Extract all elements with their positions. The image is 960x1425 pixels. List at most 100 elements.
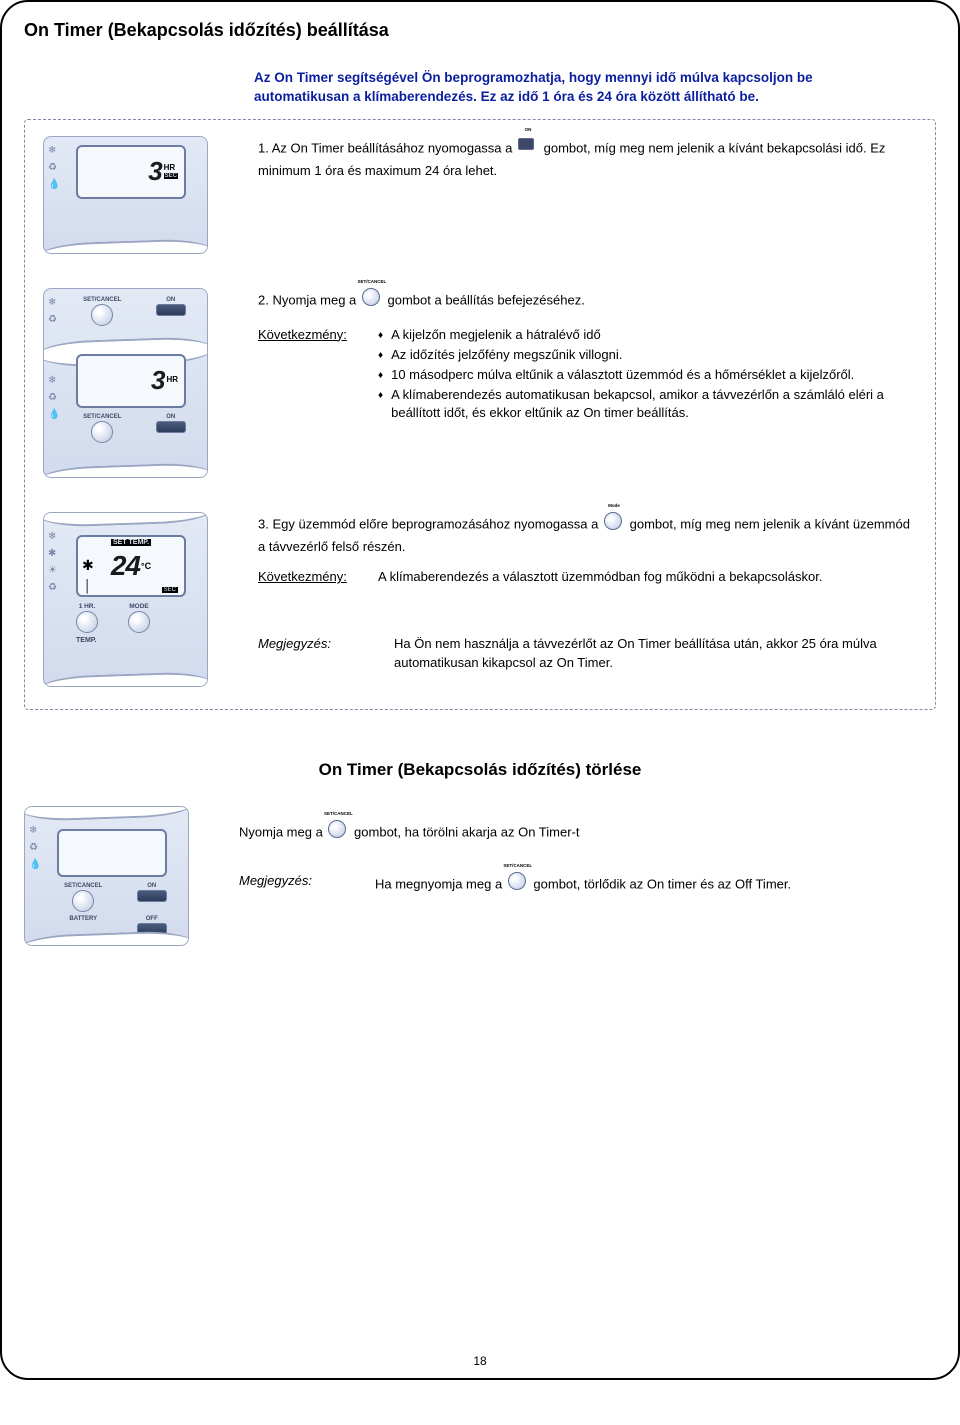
diamond-icon: ♦ [378,366,383,385]
deg-label: °C [141,561,151,571]
sec2-a: Nyomja meg a [239,824,326,839]
section2-text: Nyomja meg a SET/CANCEL gombot, ha töröl… [239,806,936,898]
square-button-icon [518,138,534,150]
step-3-text: 3. Egy üzemmód előre beprogramozásához n… [258,512,917,673]
lbl-1hr: 1 HR. [79,603,96,610]
consequence-list: ♦ A kijelzőn megjelenik a hátralévő idő ♦… [378,326,917,425]
unit-hr: HR [166,376,178,385]
bul4: A klímaberendezés automatikusan bekapcso… [391,386,917,424]
lcd-1: 3 HR SEC [76,145,186,199]
bul1: A kijelzőn megjelenik a hátralévő idő [391,326,601,345]
remote-mock-2: ❄ ♻ SET/CANCEL ON ❄ ♻ 💧 3 [43,288,208,478]
setcancel-button-inline-2: SET/CANCEL [508,872,528,898]
circle-button-icon [362,288,380,306]
diamond-icon: ♦ [378,346,383,365]
snow-icon: ❄ [48,297,57,308]
s1-a: Az On Timer beállításához nyomogassa a [272,140,516,155]
note-a: Ha megnyomja meg a [375,876,506,891]
s3-consequence: A klímaberendezés a választott üzemmódba… [378,568,917,587]
s2-b: gombot a beállítás befejezéséhez. [388,292,585,307]
step-2-row: ❄ ♻ SET/CANCEL ON ❄ ♻ 💧 3 [43,288,917,478]
note-row: Megjegyzés: Ha Ön nem használja a távvez… [258,635,917,673]
remote-col-3: ❄ ✱ ☀ ♻ SET TEMP. ✱ 24 °C SEC │ 1 HR [43,512,238,687]
on-button [156,304,186,316]
s3-a: Egy üzemmód előre beprogramozásához nyom… [272,516,602,531]
lcd-value: 3 [148,156,161,187]
step-1-text: 1. Az On Timer beállításához nyomogassa … [258,136,917,181]
snow-icon: ❄ [48,531,57,542]
sec-label: SEC [162,587,178,593]
recycle-icon: ♻ [29,842,41,853]
lcd-4 [57,829,167,877]
unit-hr: HR [164,164,178,173]
setcancel-button-inline: SET/CANCEL [328,820,348,846]
note-b: gombot, törlődik az On timer és az Off T… [533,876,791,891]
lcd-value: 24 [111,550,140,582]
diamond-icon: ♦ [378,386,383,424]
side-icons: ❄ ✱ ☀ ♻ [48,531,57,593]
lbl-setcancel: SET/CANCEL [64,883,102,889]
circle-button-icon [604,512,622,530]
on-button [137,890,167,902]
1hr-button [76,611,98,633]
sec2-note: Megjegyzés: Ha megnyomja meg a SET/CANCE… [239,872,936,898]
lbl-setcancel: SET/CANCEL [83,297,121,303]
btn-label-on: ON [525,127,532,134]
lbl-setcancel: SET/CANCEL [83,414,121,420]
unit-sec: SEC [164,173,178,180]
s2-num: 2. [258,292,269,307]
s3-num: 3. [258,516,269,531]
lcd-2: 3 HR [76,354,186,408]
btn-label-setcancel: SET/CANCEL [358,279,387,286]
sec2-note-text: Ha megnyomja meg a SET/CANCEL gombot, tö… [375,872,936,898]
remote-col-1: ❄ ♻ 💧 3 HR SEC [43,136,238,254]
consequence-block-3: Következmény: A klímaberendezés a válasz… [258,568,917,587]
note-text: Ha Ön nem használja a távvezérlőt az On … [394,635,917,673]
drop-icon: 💧 [48,179,60,190]
s2-a: Nyomja meg a [272,292,359,307]
lbl-off: OFF [146,916,158,922]
step-1-row: ❄ ♻ 💧 3 HR SEC 1. Az On Ti [43,136,917,254]
remote-col-2: ❄ ♻ SET/CANCEL ON ❄ ♻ 💧 3 [43,288,238,478]
intro-paragraph: Az On Timer segítségével Ön beprogramozh… [254,69,896,107]
wave-cut [43,462,208,478]
lbl-mode: MODE [129,603,149,610]
remote-mock-4: ❄ ♻ 💧 SET/CANCEL ON BATTERY OFF [24,806,189,946]
side-icons-2: ❄ ♻ 💧 [48,375,60,420]
recycle-icon: ♻ [48,162,60,173]
recycle-icon: ♻ [48,582,57,593]
recycle-icon: ♻ [48,314,57,325]
btn-label: SET/CANCEL [503,863,532,870]
step-2-text: 2. Nyomja meg a SET/CANCEL gombot a beál… [258,288,917,425]
wave-cut [24,930,189,946]
note-label: Megjegyzés: [258,635,378,673]
recycle-icon: ♻ [48,392,60,403]
remote-mock-1: ❄ ♻ 💧 3 HR SEC [43,136,208,254]
lbl-battery: BATTERY [69,916,97,922]
setcancel-button [91,421,113,443]
wave-cut [43,512,208,528]
remote-mock-3: ❄ ✱ ☀ ♻ SET TEMP. ✱ 24 °C SEC │ 1 HR [43,512,208,687]
s1-num: 1. [258,140,269,155]
asterisk-in-lcd: ✱ [82,557,94,574]
circle-button-icon [508,872,526,890]
instructions-box: ❄ ♻ 💧 3 HR SEC 1. Az On Ti [24,119,936,710]
settemp-label: SET TEMP. [111,539,151,546]
lower-buttons: 1 HR. MODE [76,603,197,633]
circle-button-icon [328,820,346,838]
consequence-label: Következmény: [258,326,378,425]
lbl-on: ON [147,883,156,889]
drop-icon: 💧 [48,409,60,420]
snow-icon: ❄ [48,375,60,386]
step-3-row: ❄ ✱ ☀ ♻ SET TEMP. ✱ 24 °C SEC │ 1 HR [43,512,917,687]
section2-row: ❄ ♻ 💧 SET/CANCEL ON BATTERY OFF [24,806,936,946]
consequence-block: Következmény: ♦ A kijelzőn megjelenik a h… [258,326,917,425]
lcd-unit: HR [166,376,178,385]
side-icons: ❄ ♻ [48,297,57,325]
wave-cut [24,806,189,822]
page-frame: On Timer (Bekapcsolás időzítés) beállítá… [0,0,960,1380]
snow-icon: ❄ [48,145,60,156]
setcancel-button-inline: SET/CANCEL [362,288,382,314]
top-button-row: SET/CANCEL ON [76,297,197,326]
sec2-b: gombot, ha törölni akarja az On Timer-t [354,824,579,839]
